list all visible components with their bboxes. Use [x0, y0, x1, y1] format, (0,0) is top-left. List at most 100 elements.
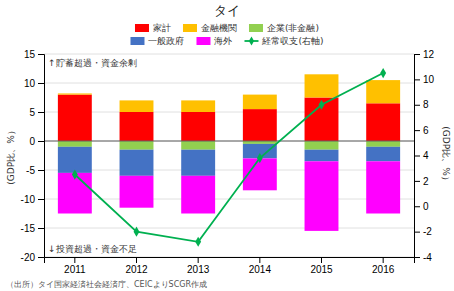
- legend-swatch: [135, 24, 149, 32]
- tick-label: 5: [29, 107, 35, 118]
- tick-label: 15: [24, 49, 36, 60]
- tick-mark: [414, 79, 420, 80]
- bar: [120, 176, 154, 208]
- tick-mark: [38, 112, 44, 113]
- y2-axis-label: (GDP比、%）: [441, 126, 451, 184]
- tick-label: 2012: [125, 264, 148, 275]
- tick: 4: [414, 150, 429, 161]
- tick-label: 6: [423, 125, 429, 136]
- tick: -5: [26, 165, 44, 176]
- annotation: ↓投資超過・資金不足: [48, 244, 137, 254]
- legend-item: 海外: [196, 36, 232, 46]
- bar: [366, 161, 400, 213]
- marker: [257, 153, 263, 163]
- legend-item: 一般政府: [130, 36, 184, 46]
- legend-label: 企業(非金融): [267, 23, 319, 33]
- bar: [305, 141, 339, 150]
- legend-label: 家計: [153, 23, 171, 33]
- bar: [181, 141, 215, 150]
- title: タイ: [214, 3, 240, 18]
- legend-item: 経常収支(右軸): [244, 36, 323, 46]
- tick-label: 2011: [64, 264, 86, 275]
- tick: 15: [24, 49, 44, 60]
- tick: -20: [21, 252, 44, 263]
- tick-label: -5: [26, 165, 35, 176]
- tick-label: 2015: [310, 264, 333, 275]
- tick: 8: [414, 99, 429, 110]
- bar-series: [58, 141, 400, 150]
- bar: [366, 147, 400, 162]
- bar: [120, 112, 154, 141]
- marker: [195, 237, 201, 247]
- source: （出所）タイ国家経済社会経済庁、CEICよりSCGR作成: [6, 280, 207, 289]
- tick: 0: [29, 136, 44, 147]
- bar: [305, 74, 339, 97]
- tick: 5: [29, 107, 44, 118]
- tick-label: 2: [423, 176, 429, 187]
- marker: [134, 227, 140, 237]
- tick-label: -20: [21, 252, 36, 263]
- bar: [120, 100, 154, 112]
- bar: [243, 109, 277, 141]
- chart: 201120122013201420152016-20-15-10-505101…: [0, 0, 454, 291]
- tick-mark: [321, 257, 322, 263]
- tick-mark: [74, 257, 75, 263]
- marks: [44, 68, 414, 247]
- legend: 家計 金融機関 企業(非金融) 一般政府 海外 経常収支(右軸): [130, 23, 323, 46]
- tick-label: -10: [21, 194, 36, 205]
- tick: 12: [414, 49, 435, 60]
- tick-label: 8: [423, 99, 429, 110]
- bar: [58, 141, 92, 147]
- grid-line: [44, 228, 414, 229]
- legend-label: 経常収支(右軸): [261, 36, 323, 46]
- tick: 2015: [310, 257, 333, 275]
- legend-label: 一般政府: [148, 36, 184, 46]
- y-axis-label: (GDP比、%）: [6, 126, 16, 184]
- tick-mark: [38, 83, 44, 84]
- legend-row: 一般政府 海外 経常収支(右軸): [130, 36, 323, 46]
- bar: [181, 112, 215, 141]
- tick-label: -15: [21, 223, 36, 234]
- legend-marker: [249, 36, 254, 45]
- tick-label: 10: [423, 74, 435, 85]
- tick: 6: [414, 125, 429, 136]
- zero-line: [44, 140, 414, 141]
- y2-axis: -4-2024681012: [414, 49, 435, 263]
- legend-swatch: [183, 24, 197, 32]
- tick: -2: [414, 226, 432, 237]
- plot: 201120122013201420152016-20-15-10-505101…: [21, 49, 435, 275]
- bar-series: [58, 74, 400, 112]
- tick: 2: [414, 176, 429, 187]
- tick: 2012: [125, 257, 148, 275]
- tick: 2013: [187, 257, 210, 275]
- tick-mark: [414, 206, 420, 207]
- legend-row: 家計 金融機関 企業(非金融): [135, 23, 319, 33]
- grid: [44, 54, 414, 257]
- tick-mark: [414, 105, 420, 106]
- tick-mark: [414, 156, 420, 157]
- legend-swatch: [196, 37, 210, 45]
- bar: [181, 150, 215, 176]
- tick-mark: [383, 257, 384, 263]
- axis-line: [415, 55, 421, 258]
- bar: [58, 147, 92, 173]
- tick-mark: [38, 257, 44, 258]
- bar: [366, 141, 400, 147]
- y-axis: -20-15-10-5051015: [21, 49, 45, 263]
- tick-mark: [414, 130, 420, 131]
- legend-swatch: [130, 37, 144, 45]
- line: [75, 73, 383, 242]
- tick: 2011: [64, 257, 86, 275]
- bar: [58, 93, 92, 94]
- legend-item: 金融機関: [183, 23, 237, 33]
- legend-item: 企業(非金融): [249, 23, 319, 33]
- bar-series: [58, 95, 400, 141]
- x-axis: 201120122013201420152016: [45, 257, 415, 275]
- bar: [305, 98, 339, 142]
- tick: 0: [414, 201, 429, 212]
- tick-label: 0: [29, 136, 35, 147]
- legend-label: 海外: [214, 36, 232, 46]
- tick: 2016: [372, 257, 395, 275]
- grid-line: [44, 170, 414, 171]
- tick-label: 2016: [372, 264, 395, 275]
